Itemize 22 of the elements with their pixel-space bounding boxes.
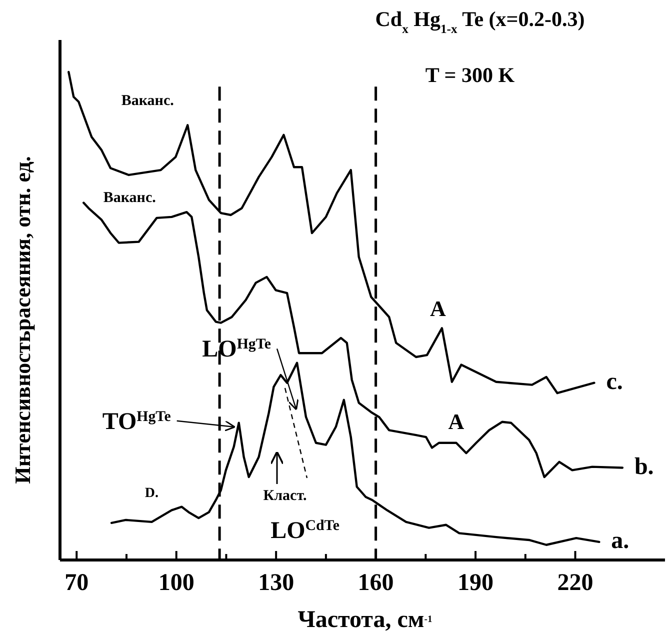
x-tick-label: 70	[64, 570, 89, 596]
series-label: a.	[611, 528, 630, 554]
x-tick-label: 130	[258, 570, 294, 596]
annotation: A	[430, 296, 446, 322]
x-tick-label: 160	[358, 570, 394, 596]
series-label: b.	[634, 454, 654, 480]
annotation: D.	[144, 486, 158, 501]
chart-title: Cd$_{x}$ Hg$_{1-x}$ Te (x=0.2-0.3)	[375, 7, 585, 36]
x-tick-label: 220	[557, 570, 594, 596]
annotation: Класт.	[263, 488, 307, 504]
chart-subtitle: T = 300 K	[425, 63, 516, 87]
series-label: c.	[606, 368, 623, 395]
annotation: LO$^{HgTe}$	[202, 336, 272, 363]
annotation: LO$^{CdTe}$	[270, 518, 340, 544]
annotation: Ваканс.	[121, 93, 174, 110]
annotation: A	[448, 408, 464, 434]
x-axis-title: Частота, см$^{-1}$	[298, 607, 432, 633]
x-tick-label: 190	[458, 570, 494, 596]
annotation: Ваканс.	[103, 190, 156, 206]
annotation: TO$^{HgTe}$	[102, 408, 172, 435]
x-tick-label: 100	[158, 570, 194, 596]
y-axis-title: Интенсивностьрасеяния, отн. ед.	[10, 156, 35, 484]
